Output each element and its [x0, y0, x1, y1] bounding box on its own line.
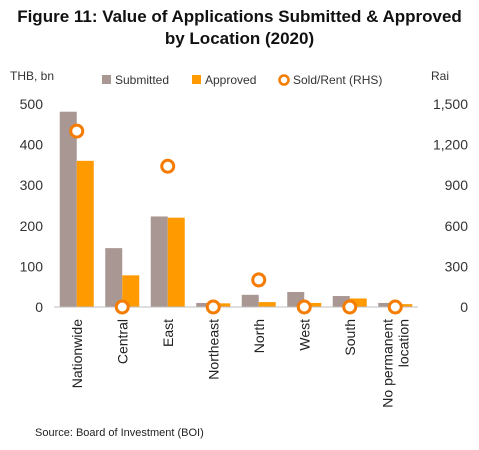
- marker-sold-rent: [69, 123, 85, 139]
- left-axis-label: THB, bn: [10, 69, 54, 83]
- category-label: No permanent location: [379, 319, 411, 408]
- left-tick-label: 500: [20, 96, 44, 112]
- category-label: South: [342, 319, 358, 356]
- marker-sold-rent: [160, 158, 176, 174]
- marker-sold-rent: [114, 299, 130, 315]
- legend-label-submitted: Submitted: [115, 73, 169, 87]
- category-label: North: [251, 319, 267, 353]
- chart-title-line-2: by Location (2020): [164, 29, 315, 48]
- legend: Submitted Approved Sold/Rent (RHS): [102, 73, 382, 87]
- chart-title: Figure 11: Value of Applications Submitt…: [0, 6, 479, 50]
- chart-title-line-1: Figure 11: Value of Applications Submitt…: [17, 7, 462, 26]
- right-axis-label: Rai: [431, 69, 449, 83]
- category-label: East: [160, 319, 176, 347]
- bar-submitted: [196, 302, 214, 307]
- bar-approved: [167, 217, 185, 307]
- bar-approved: [122, 275, 140, 307]
- marker-sold-rent: [342, 299, 358, 315]
- category-label-line: Northeast: [205, 319, 221, 380]
- bar-submitted: [150, 216, 168, 307]
- legend-label-approved: Approved: [205, 73, 256, 87]
- left-tick-label: 0: [35, 299, 43, 315]
- bar-submitted: [105, 248, 123, 307]
- category-label-line: West: [296, 319, 312, 351]
- category-label: Central: [114, 319, 130, 364]
- marker-sold-rent: [296, 299, 312, 315]
- right-tick-label: 1,500: [433, 96, 468, 112]
- right-axis-ticks: 0 300 600 900 1,200 1,500: [433, 96, 468, 315]
- marker-sold-rent: [251, 272, 267, 288]
- right-tick-label: 1,200: [433, 137, 468, 153]
- left-tick-label: 400: [20, 137, 44, 153]
- right-tick-label: 300: [445, 258, 469, 274]
- marker-sold-rent: [387, 299, 403, 315]
- bar-approved: [213, 303, 231, 307]
- bar-submitted: [332, 296, 350, 307]
- left-tick-label: 300: [20, 177, 44, 193]
- legend-label-sold-rent: Sold/Rent (RHS): [293, 73, 382, 87]
- legend-swatch-submitted: [102, 75, 111, 84]
- sold-rent-markers: [69, 123, 403, 315]
- category-label-line: Nationwide: [69, 319, 85, 388]
- legend-swatch-approved: [192, 75, 201, 84]
- right-tick-label: 900: [445, 177, 469, 193]
- category-label-line: Central: [114, 319, 130, 364]
- right-tick-label: 0: [460, 299, 468, 315]
- bar-approved: [349, 298, 367, 307]
- bar-approved: [258, 302, 276, 307]
- right-tick-label: 600: [445, 218, 469, 234]
- bars: [59, 111, 413, 308]
- marker-sold-rent: [205, 299, 221, 315]
- category-label-line: North: [251, 319, 267, 353]
- category-label: Nationwide: [69, 319, 85, 388]
- legend-marker-sold-rent: [278, 74, 290, 86]
- category-label-line: location: [395, 319, 411, 367]
- category-labels: Nationwide Central East Northeast North West S…: [69, 319, 412, 408]
- bar-approved: [395, 304, 413, 307]
- left-tick-label: 200: [20, 218, 44, 234]
- category-label-line: South: [342, 319, 358, 356]
- source-note: Source: Board of Investment (BOI): [35, 427, 204, 439]
- category-label-line: East: [160, 319, 176, 347]
- left-tick-label: 100: [20, 258, 44, 274]
- left-axis-ticks: 0 100 200 300 400 500: [20, 96, 44, 315]
- category-label: West: [296, 319, 312, 351]
- bar-submitted: [378, 302, 396, 307]
- bar-approved: [304, 302, 322, 307]
- category-label: Northeast: [205, 319, 221, 380]
- bar-approved: [76, 160, 94, 307]
- bar-submitted: [59, 111, 77, 308]
- bar-submitted: [241, 294, 259, 307]
- category-label-line: No permanent: [379, 319, 395, 408]
